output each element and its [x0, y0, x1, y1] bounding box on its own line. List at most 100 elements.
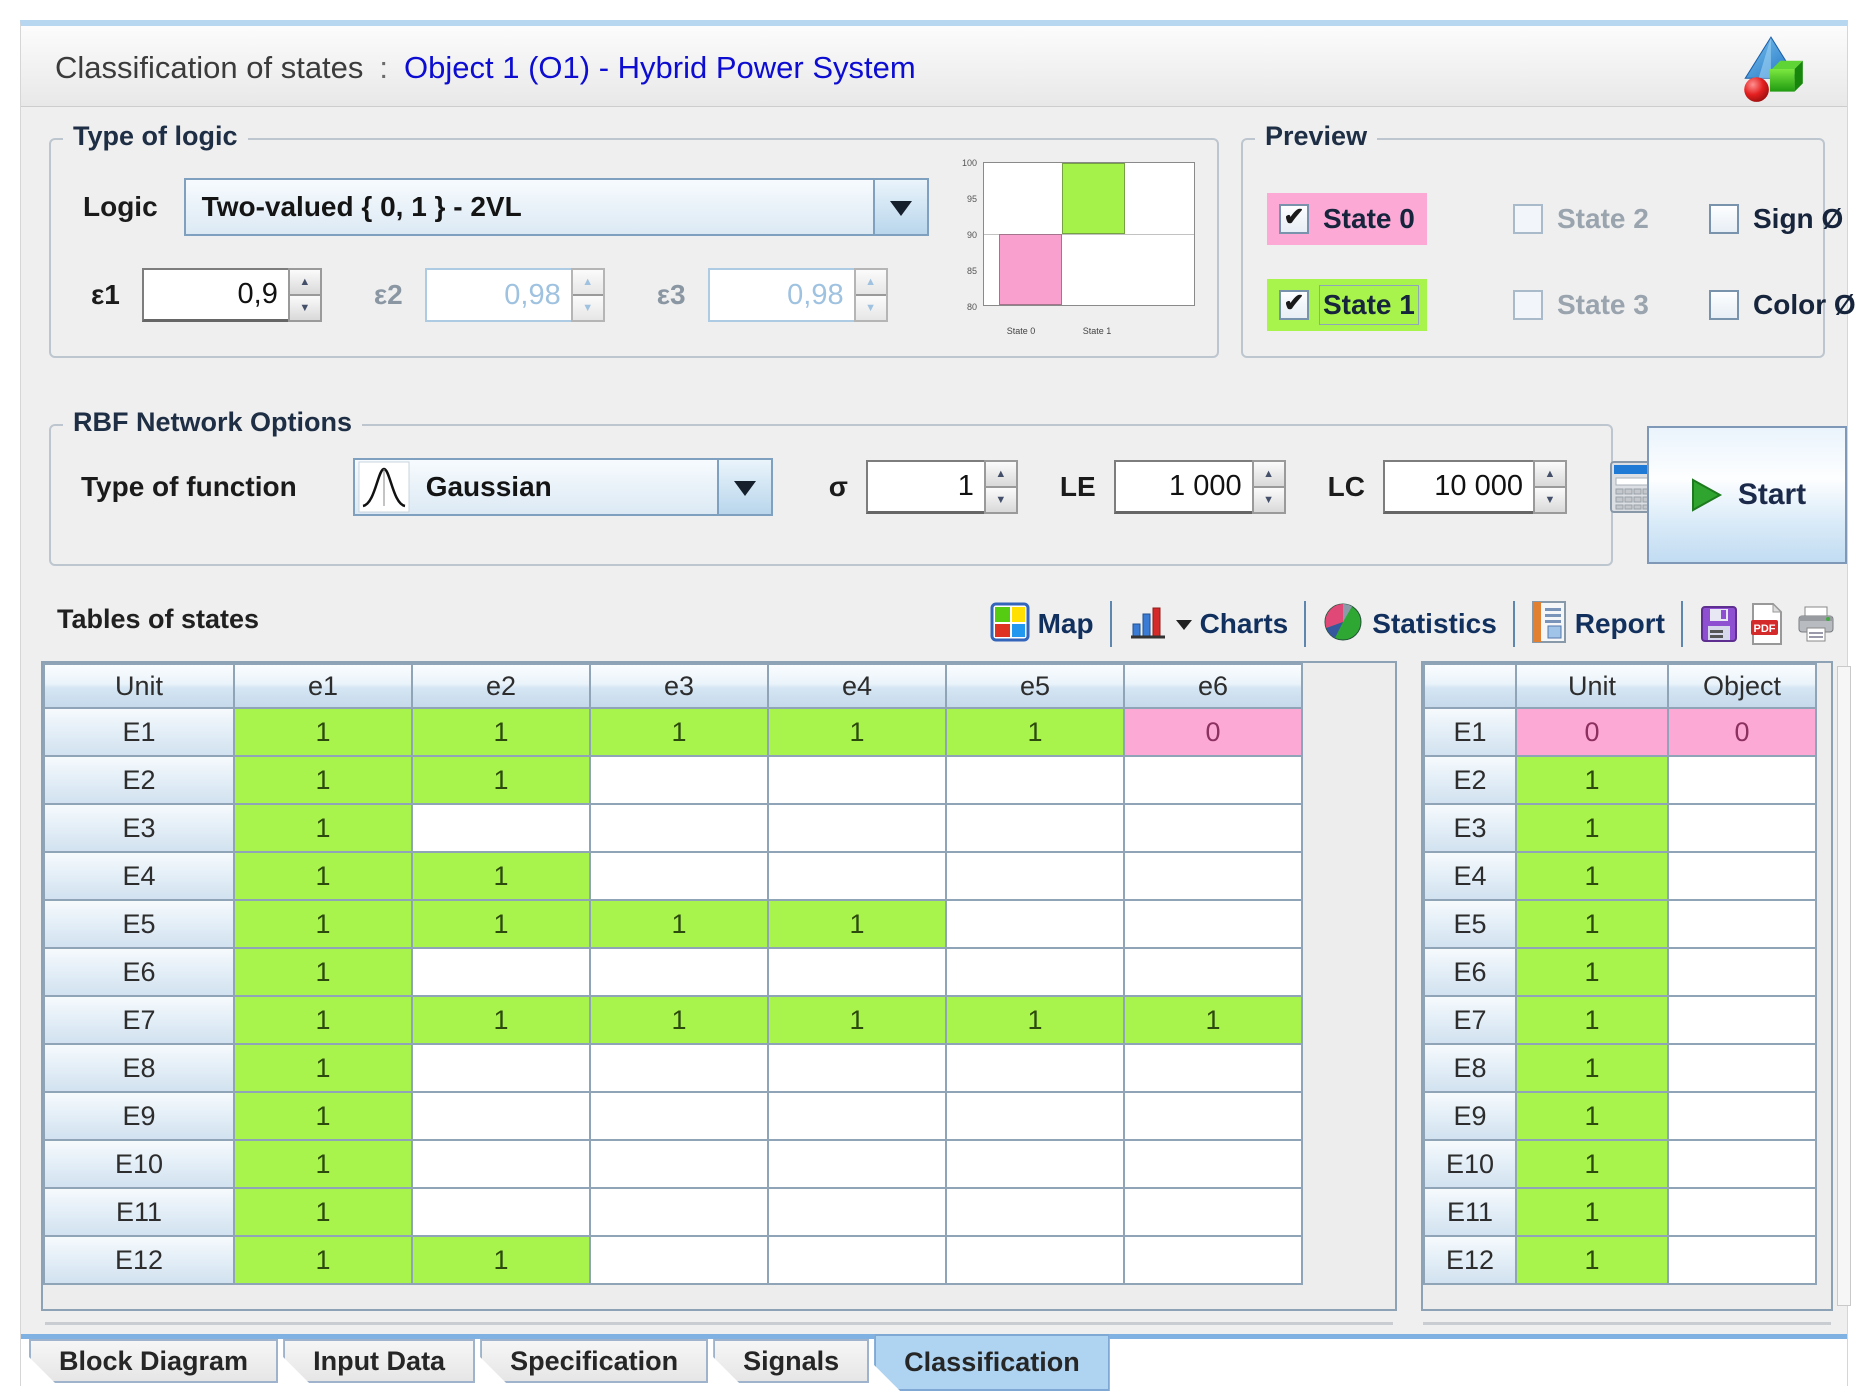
state-cell[interactable]: [945, 1091, 1125, 1141]
state-cell[interactable]: [589, 1043, 769, 1093]
state-cell[interactable]: [1667, 947, 1817, 997]
charts-dropdown-icon[interactable]: [1175, 620, 1192, 638]
state-cell[interactable]: [767, 1091, 947, 1141]
state-cell[interactable]: [945, 1043, 1125, 1093]
vertical-scrollbar[interactable]: [1837, 666, 1851, 1306]
state-cell[interactable]: 1: [233, 899, 413, 949]
pdf-export-icon[interactable]: PDF: [1749, 602, 1785, 646]
state-cell[interactable]: 1: [411, 995, 591, 1045]
state-cell[interactable]: 1: [1515, 1139, 1669, 1189]
state-cell[interactable]: [411, 947, 591, 997]
state-cell[interactable]: [1667, 1139, 1817, 1189]
state-cell[interactable]: [767, 947, 947, 997]
state-cell[interactable]: [1667, 851, 1817, 901]
le-spinner[interactable]: 1 000 ▲ ▼: [1113, 460, 1286, 514]
state-cell[interactable]: 1: [1515, 851, 1669, 901]
state-cell[interactable]: 1: [589, 707, 769, 757]
state-cell[interactable]: 1: [233, 1043, 413, 1093]
state-cell[interactable]: [1123, 1139, 1303, 1189]
state-cell[interactable]: [1123, 899, 1303, 949]
state-cell[interactable]: 1: [411, 755, 591, 805]
state-cell[interactable]: [589, 803, 769, 853]
logic-combobox[interactable]: Two-valued { 0, 1 } - 2VL: [183, 178, 929, 236]
state-cell[interactable]: [589, 1091, 769, 1141]
state-cell[interactable]: 1: [1515, 1043, 1669, 1093]
state-cell[interactable]: 1: [945, 995, 1125, 1045]
save-icon[interactable]: [1699, 604, 1739, 644]
state-cell[interactable]: [945, 755, 1125, 805]
state-cell[interactable]: 1: [233, 755, 413, 805]
state-cell[interactable]: [589, 947, 769, 997]
state-cell[interactable]: [1667, 1187, 1817, 1237]
spinner-down-icon[interactable]: ▼: [1253, 488, 1284, 512]
state-cell[interactable]: [1123, 1235, 1303, 1285]
state-cell[interactable]: 1: [233, 707, 413, 757]
state-cell[interactable]: 1: [589, 899, 769, 949]
checkbox-state-0[interactable]: State 0: [1267, 193, 1427, 245]
state-cell[interactable]: [945, 1187, 1125, 1237]
state-cell[interactable]: [589, 1187, 769, 1237]
state-cell[interactable]: [411, 1187, 591, 1237]
state-cell[interactable]: [411, 1139, 591, 1189]
sigma-spinner[interactable]: 1 ▲ ▼: [865, 460, 1018, 514]
sigma-value[interactable]: 1: [865, 460, 984, 514]
checkbox-box[interactable]: [1279, 290, 1309, 320]
state-cell[interactable]: [1123, 1187, 1303, 1237]
state-cell[interactable]: [1123, 1091, 1303, 1141]
state-cell[interactable]: [767, 755, 947, 805]
state-cell[interactable]: 1: [1515, 1091, 1669, 1141]
checkbox-box[interactable]: [1279, 204, 1309, 234]
le-value[interactable]: 1 000: [1113, 460, 1252, 514]
state-cell[interactable]: [1123, 947, 1303, 997]
state-cell[interactable]: [945, 947, 1125, 997]
lc-value[interactable]: 10 000: [1382, 460, 1533, 514]
state-cell[interactable]: 0: [1123, 707, 1303, 757]
state-cell[interactable]: [945, 1235, 1125, 1285]
state-cell[interactable]: [945, 899, 1125, 949]
state-cell[interactable]: [1667, 1235, 1817, 1285]
epsilon1-value[interactable]: 0,9: [141, 268, 288, 322]
state-cell[interactable]: [589, 1139, 769, 1189]
logic-combobox-arrow-button[interactable]: [872, 180, 927, 234]
state-cell[interactable]: 1: [1515, 995, 1669, 1045]
epsilon1-spinner[interactable]: 0,9 ▲ ▼: [141, 268, 322, 322]
state-cell[interactable]: [1667, 1043, 1817, 1093]
statistics-button[interactable]: Statistics: [1322, 601, 1497, 648]
state-cell[interactable]: [589, 851, 769, 901]
spinner-up-icon[interactable]: ▲: [985, 462, 1016, 488]
state-cell[interactable]: [1123, 1043, 1303, 1093]
function-combobox-arrow-button[interactable]: [716, 460, 771, 514]
state-cell[interactable]: 1: [233, 851, 413, 901]
spinner-up-icon[interactable]: ▲: [1253, 462, 1284, 488]
report-button[interactable]: Report: [1531, 600, 1665, 649]
print-icon[interactable]: [1795, 604, 1837, 644]
state-cell[interactable]: 1: [1515, 1187, 1669, 1237]
state-cell[interactable]: [767, 803, 947, 853]
horizontal-scrollbar-left[interactable]: [45, 1322, 1393, 1325]
spinner-up-icon[interactable]: ▲: [1534, 462, 1565, 488]
state-cell[interactable]: 1: [233, 1091, 413, 1141]
spinner-down-icon[interactable]: ▼: [1534, 488, 1565, 512]
state-cell[interactable]: [767, 1235, 947, 1285]
state-cell[interactable]: 1: [1123, 995, 1303, 1045]
map-button[interactable]: Map: [990, 602, 1094, 647]
state-cell[interactable]: [411, 1091, 591, 1141]
state-cell[interactable]: [411, 803, 591, 853]
horizontal-scrollbar-right[interactable]: [1423, 1322, 1831, 1325]
state-cell[interactable]: [1667, 1091, 1817, 1141]
checkbox-color[interactable]: Color Ø: [1697, 279, 1868, 331]
checkbox-state-1[interactable]: State 1: [1267, 279, 1427, 331]
state-cell[interactable]: 1: [945, 707, 1125, 757]
tab-specification[interactable]: Specification: [480, 1339, 708, 1383]
charts-button[interactable]: Charts: [1128, 602, 1288, 647]
state-cell[interactable]: [1123, 803, 1303, 853]
state-cell[interactable]: [411, 1043, 591, 1093]
state-cell[interactable]: [1667, 755, 1817, 805]
state-cell[interactable]: 1: [1515, 947, 1669, 997]
state-cell[interactable]: 1: [233, 1139, 413, 1189]
spinner-up-icon[interactable]: ▲: [289, 270, 320, 296]
checkbox-sign[interactable]: Sign Ø: [1697, 193, 1855, 245]
state-cell[interactable]: [589, 1235, 769, 1285]
state-cell[interactable]: 1: [233, 803, 413, 853]
state-cell[interactable]: [1667, 803, 1817, 853]
